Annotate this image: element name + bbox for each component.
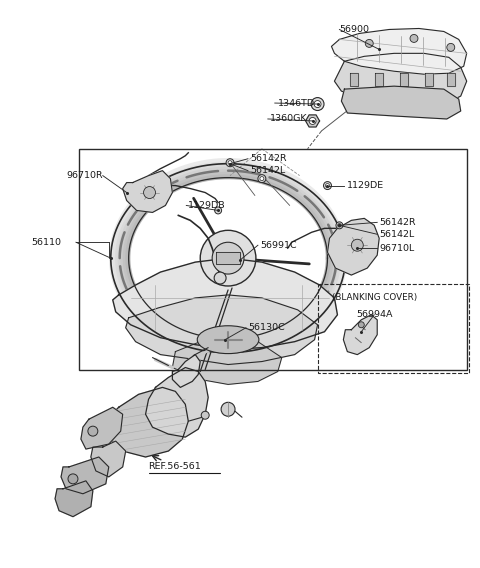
Circle shape bbox=[351, 239, 363, 251]
Polygon shape bbox=[400, 73, 408, 86]
Polygon shape bbox=[145, 367, 208, 437]
Polygon shape bbox=[61, 457, 109, 494]
Circle shape bbox=[410, 35, 418, 43]
Text: (BLANKING COVER): (BLANKING COVER) bbox=[332, 294, 417, 302]
Text: 56110: 56110 bbox=[31, 238, 61, 247]
Circle shape bbox=[336, 222, 343, 229]
Text: 56142R: 56142R bbox=[250, 154, 287, 163]
Circle shape bbox=[325, 183, 329, 187]
Text: 96710L: 96710L bbox=[379, 244, 414, 253]
Polygon shape bbox=[109, 387, 188, 457]
Circle shape bbox=[337, 224, 341, 227]
Polygon shape bbox=[335, 53, 467, 105]
Polygon shape bbox=[306, 115, 320, 127]
Polygon shape bbox=[172, 354, 200, 387]
Circle shape bbox=[215, 207, 222, 214]
Text: 56900: 56900 bbox=[339, 25, 370, 34]
Text: 56991C: 56991C bbox=[260, 241, 297, 250]
Text: 56130C: 56130C bbox=[248, 323, 285, 332]
Circle shape bbox=[365, 39, 373, 47]
Text: 1360GK: 1360GK bbox=[270, 115, 307, 123]
Circle shape bbox=[447, 43, 455, 51]
Polygon shape bbox=[81, 407, 123, 449]
Polygon shape bbox=[332, 28, 467, 74]
Text: 1346TD: 1346TD bbox=[278, 99, 315, 107]
Circle shape bbox=[88, 426, 98, 436]
Circle shape bbox=[358, 322, 364, 328]
Circle shape bbox=[228, 161, 232, 165]
Text: 56142L: 56142L bbox=[250, 166, 285, 175]
Circle shape bbox=[309, 118, 316, 124]
Polygon shape bbox=[126, 295, 318, 365]
Text: 56142L: 56142L bbox=[379, 230, 414, 239]
Polygon shape bbox=[425, 73, 433, 86]
Polygon shape bbox=[343, 315, 377, 354]
Polygon shape bbox=[327, 218, 379, 275]
Ellipse shape bbox=[197, 326, 259, 354]
Text: 56994A: 56994A bbox=[356, 310, 393, 319]
Polygon shape bbox=[123, 170, 172, 212]
Circle shape bbox=[260, 177, 264, 181]
Text: 1129DB: 1129DB bbox=[188, 201, 226, 210]
Polygon shape bbox=[350, 73, 358, 86]
Circle shape bbox=[212, 242, 244, 274]
Circle shape bbox=[200, 230, 256, 286]
Polygon shape bbox=[172, 338, 282, 385]
Text: 96710R: 96710R bbox=[66, 171, 103, 180]
Polygon shape bbox=[91, 441, 126, 477]
Polygon shape bbox=[113, 258, 337, 350]
Text: 1129DE: 1129DE bbox=[348, 181, 384, 190]
Circle shape bbox=[68, 474, 78, 484]
Circle shape bbox=[258, 174, 266, 182]
Circle shape bbox=[221, 402, 235, 416]
Circle shape bbox=[324, 182, 332, 190]
Text: 56142R: 56142R bbox=[379, 218, 416, 227]
Polygon shape bbox=[375, 73, 383, 86]
Circle shape bbox=[226, 158, 234, 166]
Polygon shape bbox=[216, 252, 240, 264]
Text: REF.56-561: REF.56-561 bbox=[148, 462, 201, 471]
Bar bbox=[318, 284, 468, 374]
Circle shape bbox=[201, 411, 209, 419]
Circle shape bbox=[314, 101, 321, 107]
Circle shape bbox=[214, 272, 226, 284]
Circle shape bbox=[144, 186, 156, 198]
Polygon shape bbox=[341, 86, 461, 119]
Polygon shape bbox=[447, 73, 455, 86]
Polygon shape bbox=[55, 481, 93, 517]
Bar bbox=[79, 149, 467, 370]
Circle shape bbox=[311, 98, 324, 111]
